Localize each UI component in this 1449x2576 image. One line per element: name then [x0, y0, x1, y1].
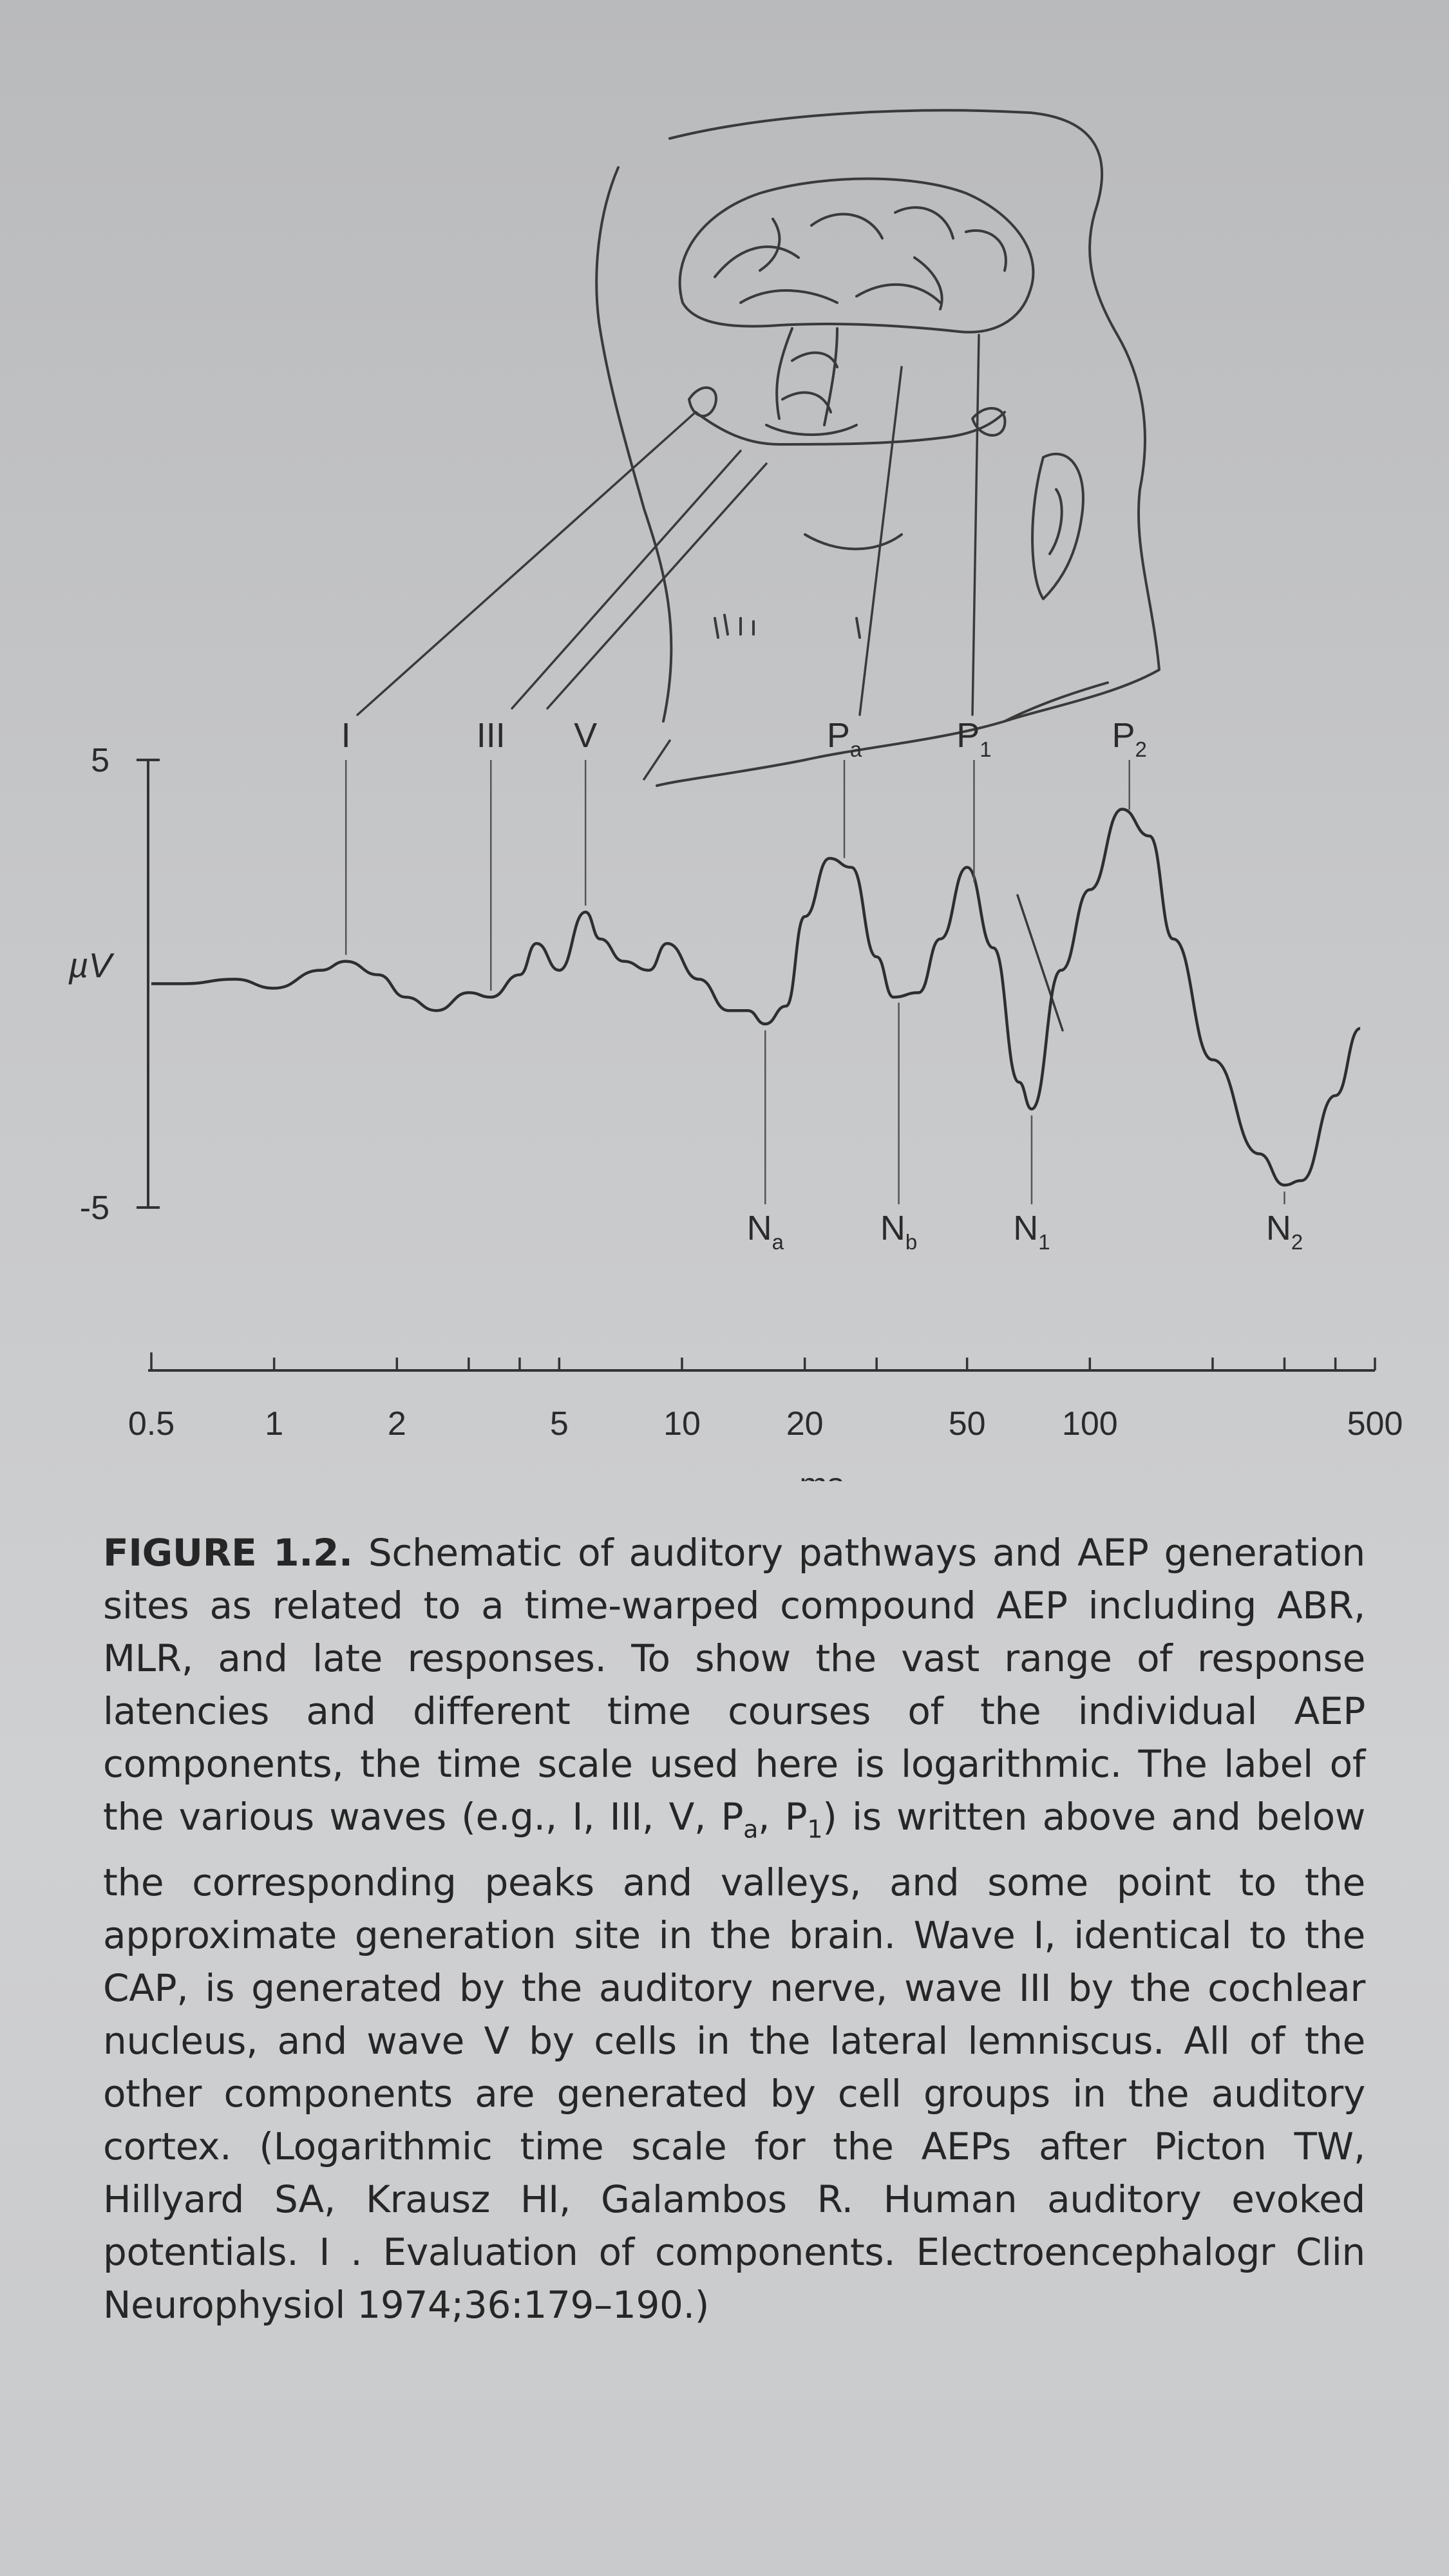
x-tick-label-5: 20	[786, 1405, 824, 1443]
x-tick-label-3: 5	[550, 1405, 569, 1443]
x-tick-label-1: 1	[265, 1405, 283, 1443]
valley-label-Nb: Nb	[880, 1209, 917, 1254]
y-tick-label-1: -5	[80, 1189, 109, 1227]
valley-label-N1: N1	[1013, 1209, 1050, 1254]
x-tick-label-6: 50	[949, 1405, 986, 1443]
caption-text-1: Schematic of auditory pathways and AEP g…	[103, 1531, 1365, 1839]
caption-sub-1: 1	[807, 1815, 823, 1844]
head-brain-illustration	[595, 109, 1160, 787]
valley-label-Na: Na	[747, 1209, 784, 1254]
x-tick-label-7: 100	[1062, 1405, 1118, 1443]
aep-waveform	[151, 808, 1361, 1187]
x-axis-label: ms	[799, 1466, 844, 1481]
y-axis-unit: µV	[68, 947, 115, 985]
peak-label-I: I	[341, 716, 351, 755]
caption-sub-a: a	[743, 1815, 759, 1844]
caption-text-3: ) is written above and below the corresp…	[103, 1795, 1366, 2327]
x-tick-label-2: 2	[388, 1405, 406, 1443]
valley-label-N2: N2	[1266, 1209, 1303, 1254]
x-tick-label-4: 10	[663, 1405, 701, 1443]
x-tick-label-0: 0.5	[128, 1405, 175, 1443]
peak-label-III: III	[477, 716, 506, 755]
generator-pointer-lines	[356, 334, 1064, 1032]
figure-caption: FIGURE 1.2. Schematic of auditory pathwa…	[103, 1526, 1365, 2331]
peak-label-Pa: Pa	[827, 716, 862, 761]
peak-label-P2: P2	[1112, 716, 1147, 761]
x-tick-label-8: 500	[1347, 1405, 1403, 1443]
caption-text-2: , P	[758, 1795, 808, 1839]
figure-label: FIGURE 1.2.	[103, 1531, 353, 1575]
y-tick-label-0: 5	[91, 742, 109, 779]
peak-label-V: V	[574, 716, 597, 755]
peak-label-P1: P1	[956, 716, 991, 761]
